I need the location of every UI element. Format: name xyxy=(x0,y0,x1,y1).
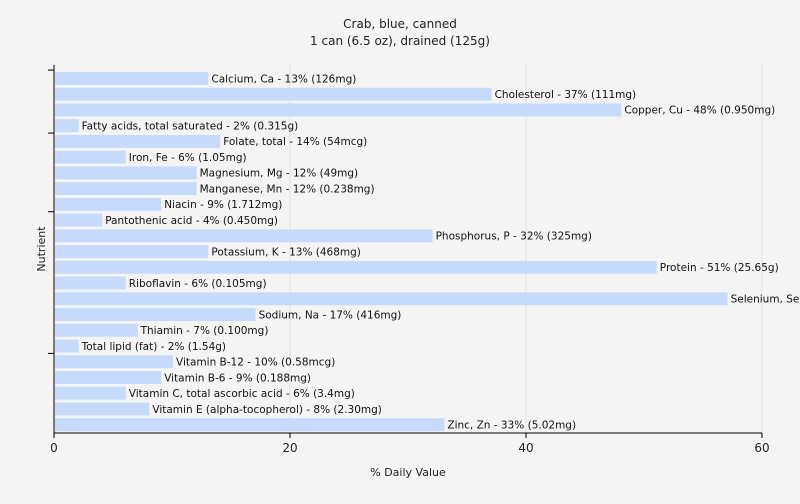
bar-label: Riboflavin - 6% (0.105mg) xyxy=(129,278,267,290)
bar xyxy=(55,308,256,321)
bar xyxy=(55,276,126,290)
bars: Calcium, Ca - 13% (126mg) Cholesterol - 3… xyxy=(55,72,800,432)
bar-label: Manganese, Mn - 12% (0.238mg) xyxy=(200,183,375,195)
bar-label: Phosphorus, P - 32% (325mg) xyxy=(436,231,592,243)
bar-label: Thiamin - 7% (0.100mg) xyxy=(140,325,269,337)
x-axis-label: % Daily Value xyxy=(370,466,446,479)
bar-label: Niacin - 9% (1.712mg) xyxy=(164,199,282,211)
bar xyxy=(55,166,197,180)
bar-label: Sodium, Na - 17% (416mg) xyxy=(259,309,402,321)
bar-label: Vitamin B-12 - 10% (0.58mcg) xyxy=(176,357,335,369)
bar xyxy=(55,418,445,432)
bar-label: Copper, Cu - 48% (0.950mg) xyxy=(624,105,775,117)
bar xyxy=(55,103,622,117)
bar xyxy=(55,182,197,196)
bar xyxy=(55,87,492,101)
bar xyxy=(55,197,162,211)
chart-subtitle: 1 can (6.5 oz), drained (125g) xyxy=(310,34,490,48)
bar-label: Vitamin C, total ascorbic acid - 6% (3.4… xyxy=(129,388,355,400)
bar-label: Selenium, Se - 57% (39.8mcg) xyxy=(731,294,800,306)
bar xyxy=(55,292,728,306)
bar-label: Folate, total - 14% (54mcg) xyxy=(223,136,367,148)
bar-label: Pantothenic acid - 4% (0.450mg) xyxy=(105,215,278,227)
bar xyxy=(55,213,103,227)
bar xyxy=(55,355,173,369)
bar xyxy=(55,119,79,133)
bar xyxy=(55,386,126,400)
bar-label: Vitamin E (alpha-tocopherol) - 8% (2.30m… xyxy=(152,404,382,416)
bar xyxy=(55,323,138,337)
bar xyxy=(55,229,433,243)
bar-label: Cholesterol - 37% (111mg) xyxy=(495,89,637,101)
bar xyxy=(55,371,162,384)
bar xyxy=(55,260,657,274)
bar-label: Zinc, Zn - 33% (5.02mg) xyxy=(447,420,576,432)
bar-label: Calcium, Ca - 13% (126mg) xyxy=(211,73,356,85)
bar-label: Iron, Fe - 6% (1.05mg) xyxy=(129,152,247,164)
bar-label: Vitamin B-6 - 9% (0.188mg) xyxy=(164,372,311,384)
x-tick-label: 40 xyxy=(518,441,533,455)
bar-label: Protein - 51% (25.65g) xyxy=(660,262,779,274)
bar-label: Total lipid (fat) - 2% (1.54g) xyxy=(81,341,226,353)
axes: 0 20 40 60 xyxy=(48,65,770,455)
x-tick-label: 20 xyxy=(282,441,297,455)
bar xyxy=(55,72,209,85)
grid xyxy=(289,65,763,433)
bar-label: Fatty acids, total saturated - 2% (0.315… xyxy=(82,120,299,132)
x-tick-label: 0 xyxy=(50,441,58,455)
y-axis-label: Nutrient xyxy=(35,226,48,272)
bar-label: Potassium, K - 13% (468mg) xyxy=(211,246,361,258)
chart-title: Crab, blue, canned xyxy=(343,17,457,31)
bar-label: Magnesium, Mg - 12% (49mg) xyxy=(200,168,359,180)
bar xyxy=(55,134,221,148)
bar xyxy=(55,339,79,353)
bar xyxy=(55,402,150,416)
x-tick-label: 60 xyxy=(754,441,769,455)
bar xyxy=(55,245,209,259)
bar xyxy=(55,150,126,164)
